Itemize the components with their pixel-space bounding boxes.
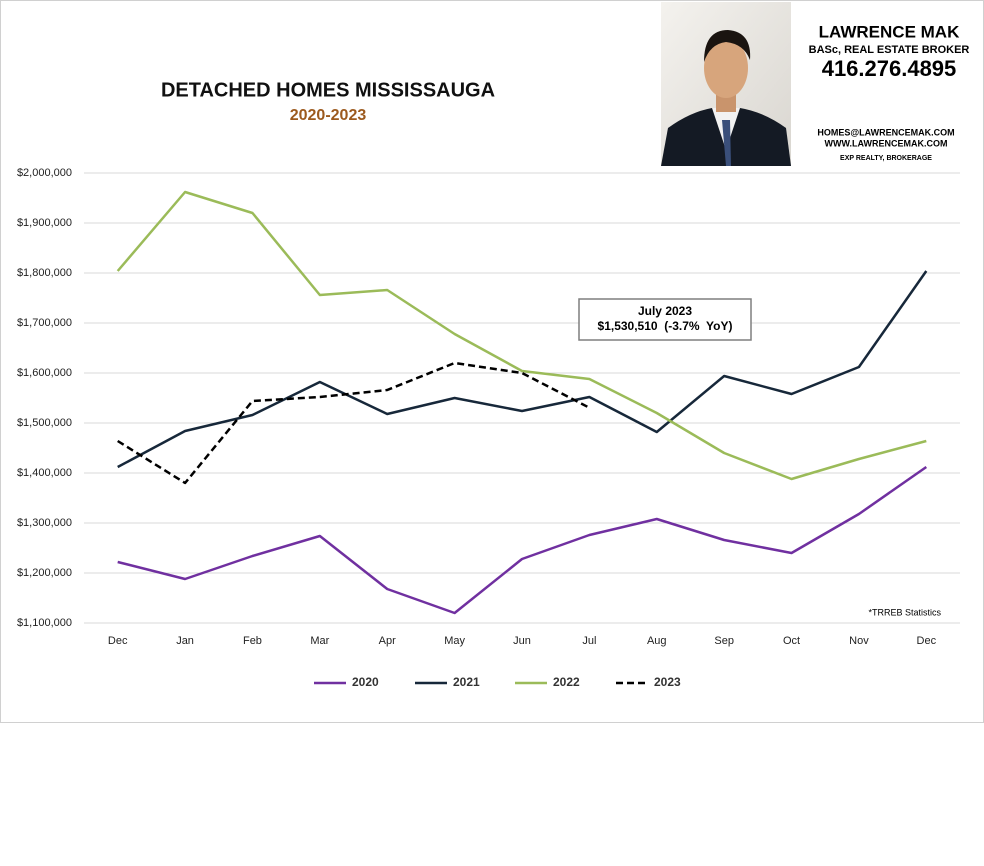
agent-credentials: BASc, REAL ESTATE BROKER [809,44,970,56]
agent-brokerage: EXP REALTY, BROKERAGE [840,155,932,162]
chart-subtitle: 2020-2023 [290,107,367,124]
y-tick-label: $1,600,000 [17,367,72,379]
legend-label: 2022 [553,675,580,689]
y-tick-label: $1,900,000 [17,217,72,229]
x-tick-label: Aug [647,635,667,647]
y-tick-label: $1,200,000 [17,567,72,579]
legend-label: 2020 [352,675,379,689]
agent-email: HOMES@LAWRENCEMAK.COM [817,127,954,137]
x-tick-label: Mar [310,635,329,647]
annotation-box [578,298,752,341]
series-line [117,361,590,485]
y-tick-label: $1,100,000 [17,617,72,629]
annotation-text: July 2023 [638,304,692,318]
series-line [116,190,927,481]
annotation-text: $1,530,510 (-3.7% YoY) [598,319,733,333]
x-tick-label: Feb [243,635,262,647]
agent-phone: 416.276.4895 [822,56,957,81]
x-tick-label: May [444,635,465,647]
x-tick-label: Jun [513,635,531,647]
x-tick-label: Dec [917,635,937,647]
legend-label: 2023 [654,675,681,689]
x-tick-label: Dec [108,635,128,647]
y-tick-label: $1,400,000 [17,467,72,479]
x-tick-label: Apr [379,635,396,647]
agent-name: LAWRENCE MAK [819,22,960,41]
x-tick-label: Jan [176,635,194,647]
photo [661,2,791,166]
agent-website: WWW.LAWRENCEMAK.COM [825,138,948,148]
y-tick-label: $1,800,000 [17,267,72,279]
series-line [117,270,928,469]
x-tick-label: Nov [849,635,869,647]
source-note: *TRREB Statistics [868,607,941,617]
chart-title: DETACHED HOMES MISSISSAUGA [161,79,495,101]
chart-frame [0,0,984,723]
y-tick-label: $1,300,000 [17,517,72,529]
y-tick-label: $2,000,000 [17,167,72,179]
x-tick-label: Jul [582,635,596,647]
x-tick-label: Sep [714,635,734,647]
y-tick-label: $1,700,000 [17,317,72,329]
series-line [117,465,928,615]
y-tick-label: $1,500,000 [17,417,72,429]
legend-label: 2021 [453,675,480,689]
x-tick-label: Oct [783,635,800,647]
